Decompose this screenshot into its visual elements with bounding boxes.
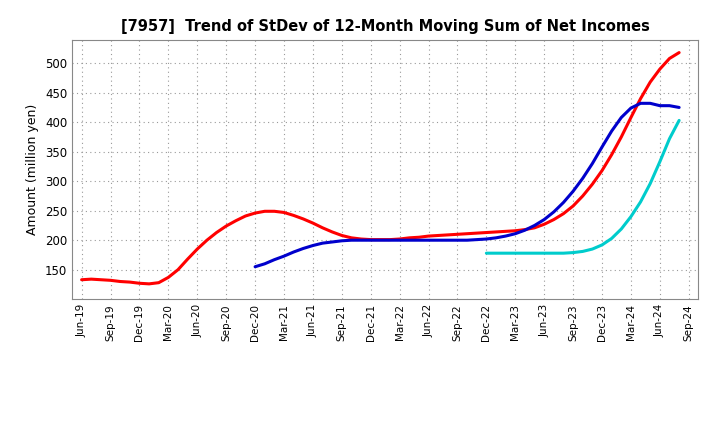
Y-axis label: Amount (million yen): Amount (million yen) [27,104,40,235]
Title: [7957]  Trend of StDev of 12-Month Moving Sum of Net Incomes: [7957] Trend of StDev of 12-Month Moving… [121,19,649,34]
